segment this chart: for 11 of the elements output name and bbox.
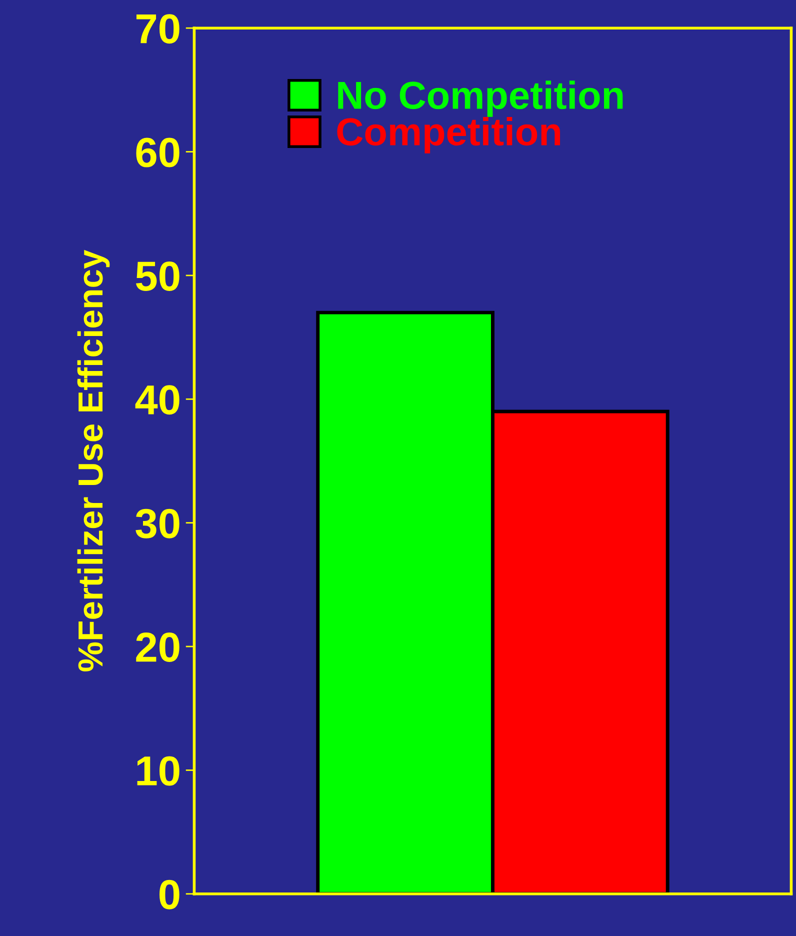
y-axis-title: %Fertilizer Use Efficiency bbox=[77, 250, 110, 672]
legend-label: No Competition bbox=[338, 80, 623, 117]
y-tick-label: 70 bbox=[136, 14, 180, 44]
y-tick-label: 40 bbox=[135, 385, 180, 415]
y-tick-label: 10 bbox=[137, 756, 180, 786]
legend-label: Competition bbox=[337, 117, 560, 154]
y-tick-label: 60 bbox=[136, 138, 180, 168]
y-tick-label: 20 bbox=[136, 632, 180, 662]
y-tick-label: 0 bbox=[160, 880, 180, 910]
y-tick-label: 50 bbox=[136, 261, 180, 291]
y-tick-label: 30 bbox=[136, 508, 180, 538]
